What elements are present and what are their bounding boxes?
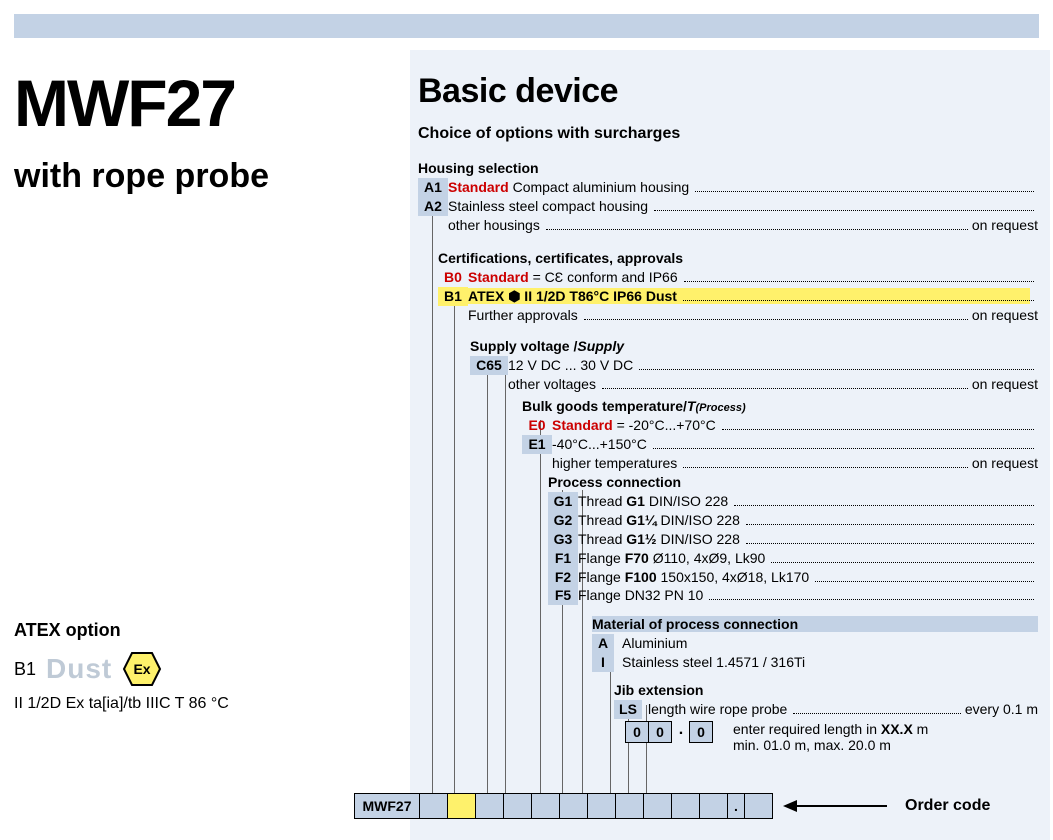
atex-dust-word: Dust	[46, 653, 112, 685]
atex-code: B1	[14, 659, 36, 680]
section-temp: Bulk goods temperature/T(Process) E0Stan…	[522, 398, 1038, 473]
product-name: MWF27	[14, 72, 394, 135]
section-mat: Material of process connection AAluminiu…	[592, 616, 1038, 672]
opt-code: A1	[418, 178, 448, 197]
left-column: MWF27 with rope probe	[14, 72, 394, 196]
order-code-label: Order code	[905, 797, 990, 815]
vline	[487, 360, 488, 802]
section-cert: Certifications, certificates, approvals …	[438, 250, 1038, 325]
opt-code: B0	[438, 268, 468, 287]
top-bar	[14, 14, 1039, 38]
svg-text:Ex: Ex	[134, 661, 151, 677]
opt-code: B1	[438, 287, 468, 306]
section-supply: Supply voltage /Supply C6512 V DC ... 30…	[470, 338, 1038, 394]
panel-title: Basic device	[410, 50, 1050, 111]
section-proc: Process connection G1Thread G1 DIN/ISO 2…	[548, 474, 1038, 605]
section-jib: Jib extension LSlength wire rope probeev…	[614, 682, 1038, 753]
arrow-icon	[783, 800, 887, 812]
order-prefix-cell: MWF27	[354, 793, 420, 819]
product-subtitle: with rope probe	[14, 157, 394, 196]
vline	[540, 420, 541, 802]
right-panel: Basic device Choice of options with surc…	[410, 50, 1050, 840]
section-housing: Housing selection A1Standard Compact alu…	[418, 160, 1038, 235]
atex-title: ATEX option	[14, 620, 374, 641]
opt-code: C65	[470, 356, 508, 375]
panel-subtitle: Choice of options with surcharges	[410, 111, 1050, 143]
vline	[505, 360, 506, 802]
atex-spec: II 1/2D Ex ta[ia]/tb IIIC T 86 °C	[14, 695, 374, 713]
order-code-row: MWF27 . Order code	[355, 793, 990, 819]
section-title: Certifications, certificates, approvals	[438, 250, 1038, 266]
vline	[454, 290, 455, 802]
opt-code: A2	[418, 197, 448, 216]
atex-option-block: ATEX option B1 Dust Ex II 1/2D Ex ta[ia]…	[14, 620, 374, 713]
section-title: Housing selection	[418, 160, 1038, 176]
opt-code: E1	[522, 435, 552, 454]
opt-code: E0	[522, 416, 552, 435]
ex-hex-icon: Ex	[122, 651, 162, 687]
vline	[432, 182, 433, 802]
